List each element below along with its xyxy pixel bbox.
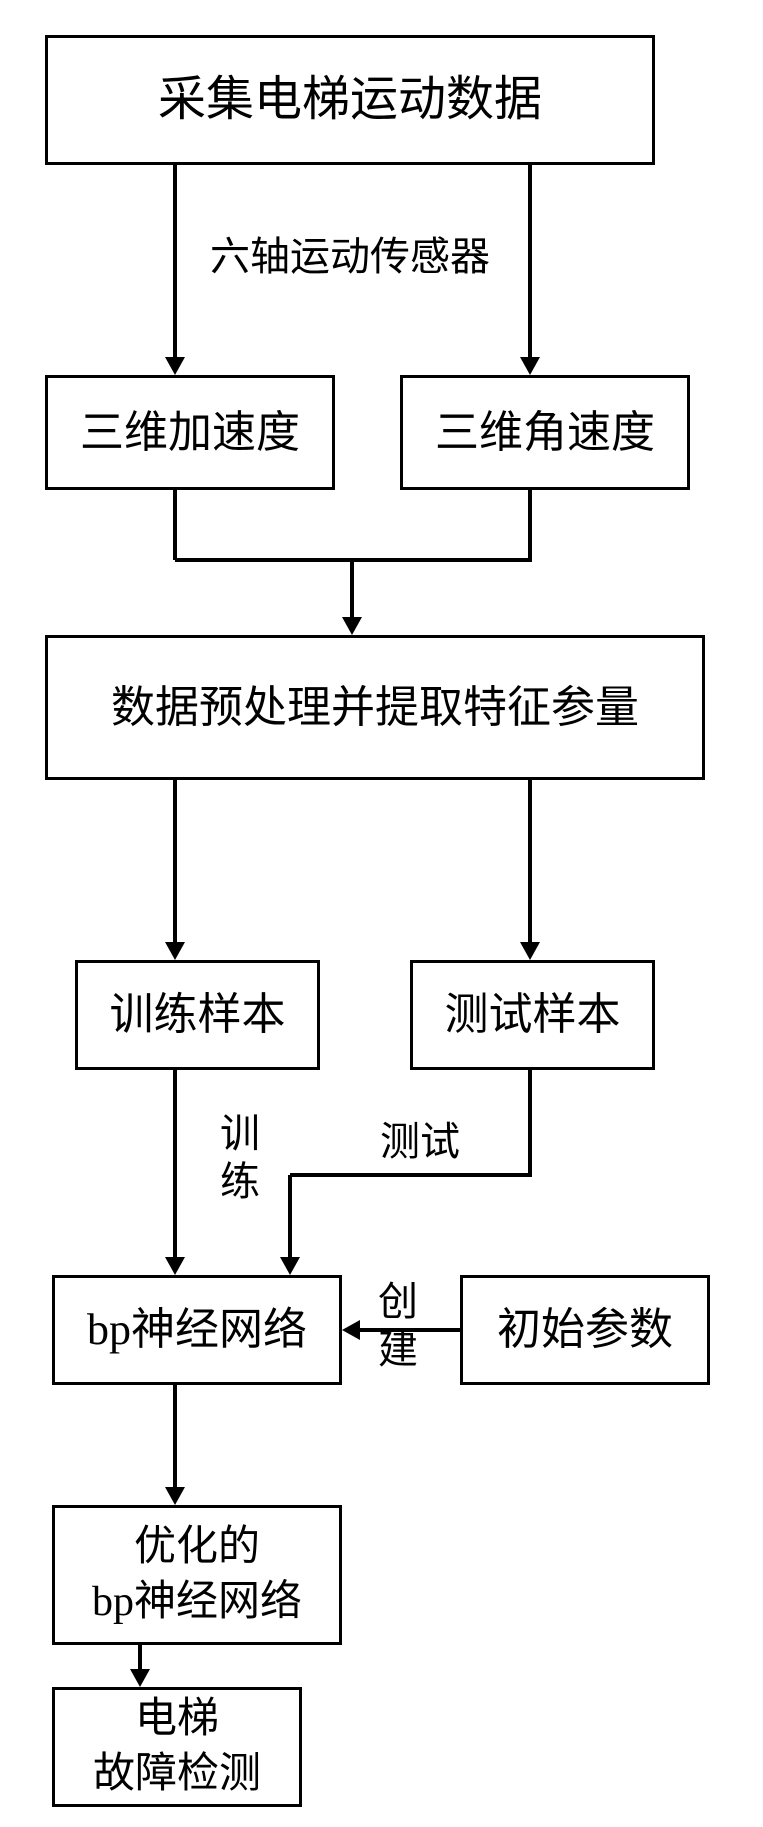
arrow-line (173, 165, 177, 359)
arrow-line (173, 1385, 177, 1489)
arrow-head-down-icon (280, 1257, 300, 1275)
flowchart-node-n7: bp神经网络 (52, 1275, 342, 1385)
arrow-head-down-icon (165, 357, 185, 375)
arrow-line (288, 1175, 292, 1259)
arrow-line (290, 1173, 532, 1177)
node-label: 优化的 bp神经网络 (92, 1520, 302, 1629)
flowchart-node-n2: 三维加速度 (45, 375, 335, 490)
arrow-line (138, 1645, 142, 1671)
arrow-head-down-icon (520, 357, 540, 375)
flowchart-node-n6: 测试样本 (410, 960, 655, 1070)
arrow-line (173, 490, 177, 560)
arrow-line (173, 1070, 177, 1259)
edge-label-l1: 六轴运动传感器 (210, 233, 490, 281)
arrow-head-down-icon (130, 1669, 150, 1687)
arrow-head-down-icon (342, 617, 362, 635)
arrow-head-down-icon (165, 1487, 185, 1505)
flowchart-node-n1: 采集电梯运动数据 (45, 35, 655, 165)
arrow-line (528, 780, 532, 944)
edge-label-l2: 训 练 (220, 1110, 260, 1206)
node-label: 电梯 故障检测 (93, 1692, 261, 1801)
arrow-line (528, 1070, 532, 1175)
arrow-head-down-icon (520, 942, 540, 960)
arrow-line (350, 560, 354, 619)
flowchart-node-n9: 优化的 bp神经网络 (52, 1505, 342, 1645)
arrow-line (358, 1328, 462, 1332)
flowchart-node-n4: 数据预处理并提取特征参量 (45, 635, 705, 780)
node-label: 初始参数 (497, 1301, 673, 1358)
flowchart-node-n3: 三维角速度 (400, 375, 690, 490)
node-label: 三维角速度 (435, 404, 655, 461)
arrow-head-down-icon (165, 942, 185, 960)
node-label: 数据预处理并提取特征参量 (111, 679, 639, 736)
edge-label-l3: 测试 (380, 1118, 460, 1166)
node-label: 三维加速度 (80, 404, 300, 461)
node-label: bp神经网络 (87, 1301, 307, 1358)
arrow-line (528, 490, 532, 560)
node-label: 测试样本 (445, 986, 621, 1043)
flowchart-node-n10: 电梯 故障检测 (52, 1687, 302, 1807)
flowchart-node-n5: 训练样本 (75, 960, 320, 1070)
edge-label-l4: 创 建 (378, 1278, 418, 1374)
node-label: 训练样本 (110, 986, 286, 1043)
arrow-line (528, 165, 532, 359)
node-label: 采集电梯运动数据 (158, 69, 542, 131)
flowchart-node-n8: 初始参数 (460, 1275, 710, 1385)
arrow-head-down-icon (165, 1257, 185, 1275)
arrow-line (173, 780, 177, 944)
arrow-head-left-icon (342, 1320, 360, 1340)
